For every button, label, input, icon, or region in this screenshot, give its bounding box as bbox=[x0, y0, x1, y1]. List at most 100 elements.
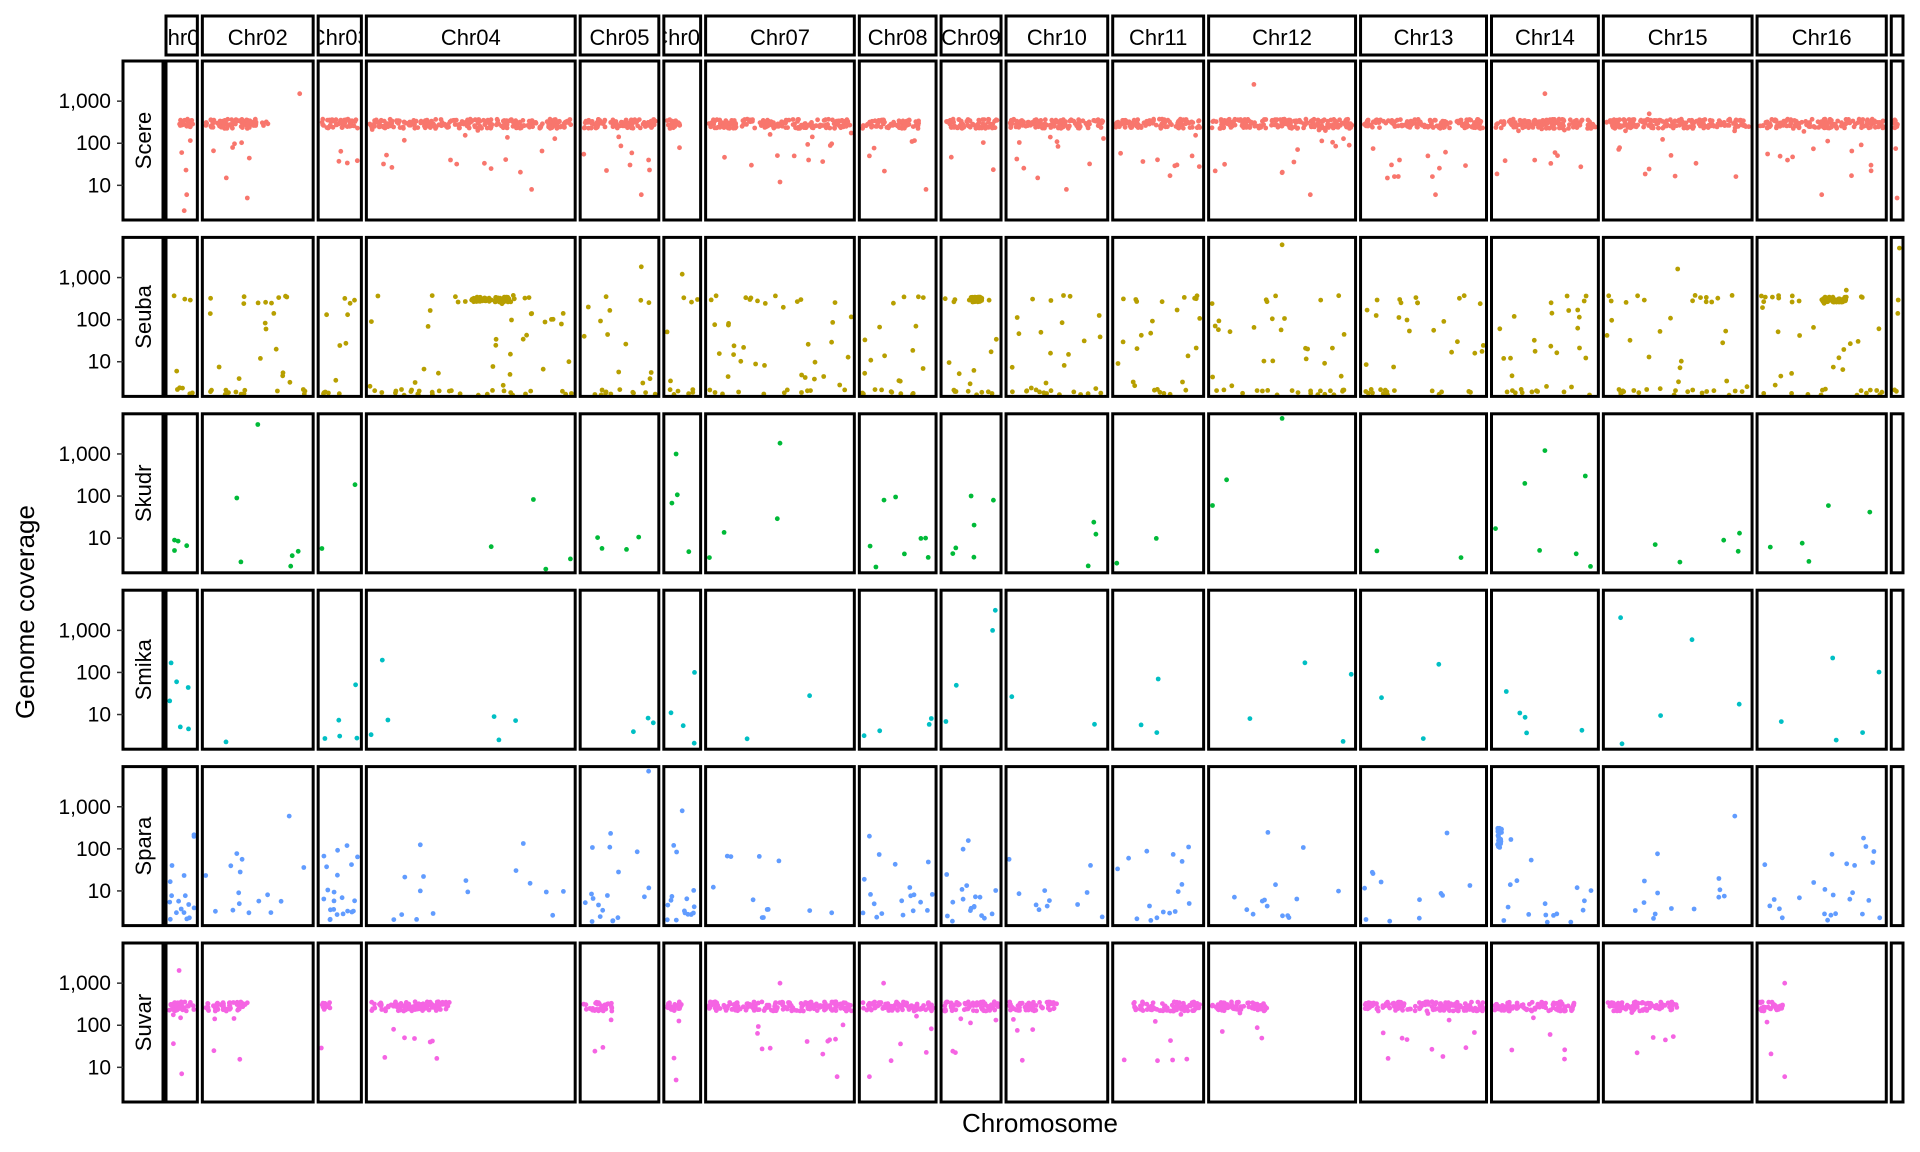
data-point bbox=[1261, 1001, 1266, 1006]
data-point bbox=[1148, 918, 1154, 923]
data-point bbox=[1772, 382, 1778, 388]
data-point bbox=[1084, 890, 1090, 895]
data-point bbox=[891, 300, 896, 306]
data-point bbox=[552, 136, 558, 142]
data-point bbox=[1463, 163, 1468, 169]
data-point bbox=[1221, 1008, 1227, 1014]
data-point bbox=[1522, 119, 1527, 125]
data-point bbox=[1891, 120, 1897, 126]
data-point bbox=[550, 316, 556, 322]
data-point bbox=[1330, 139, 1335, 145]
data-point bbox=[755, 1007, 761, 1013]
data-point bbox=[1150, 1005, 1156, 1011]
data-point bbox=[1440, 122, 1445, 128]
data-point bbox=[1138, 332, 1144, 338]
data-point bbox=[750, 117, 755, 122]
data-point bbox=[1047, 134, 1053, 140]
data-point bbox=[1562, 127, 1567, 133]
data-point bbox=[412, 999, 418, 1005]
data-point bbox=[595, 122, 601, 128]
data-point bbox=[1467, 883, 1473, 888]
data-point bbox=[171, 1041, 176, 1047]
data-point bbox=[784, 387, 790, 393]
panel-frame bbox=[939, 588, 1003, 751]
data-point bbox=[1700, 118, 1706, 123]
data-point bbox=[729, 121, 734, 127]
data-point bbox=[403, 1007, 408, 1012]
data-point bbox=[1897, 245, 1902, 251]
data-point bbox=[1387, 918, 1393, 924]
data-point bbox=[263, 326, 269, 332]
data-point bbox=[190, 1003, 196, 1009]
data-point bbox=[1374, 297, 1380, 303]
data-point bbox=[1499, 1005, 1505, 1011]
data-point bbox=[721, 530, 727, 535]
data-point bbox=[1615, 121, 1621, 126]
data-point bbox=[953, 545, 959, 551]
data-point bbox=[1035, 175, 1041, 181]
data-point bbox=[674, 849, 679, 855]
data-point bbox=[1461, 293, 1467, 299]
panel-frame bbox=[1207, 59, 1358, 222]
data-point bbox=[369, 125, 375, 130]
data-point bbox=[1494, 171, 1500, 177]
data-point bbox=[1619, 741, 1625, 747]
data-point bbox=[1346, 142, 1352, 148]
data-point bbox=[239, 140, 245, 146]
data-point bbox=[1194, 1001, 1200, 1006]
data-point bbox=[1348, 121, 1353, 127]
data-point bbox=[324, 312, 329, 318]
data-point bbox=[1497, 326, 1503, 332]
data-point bbox=[581, 125, 587, 131]
data-point bbox=[1191, 1008, 1197, 1013]
data-point bbox=[1093, 386, 1099, 391]
data-point bbox=[1061, 363, 1067, 368]
data-point bbox=[182, 893, 188, 899]
data-point bbox=[751, 999, 757, 1005]
data-point bbox=[1562, 1047, 1568, 1053]
data-point bbox=[1370, 390, 1375, 396]
data-point bbox=[777, 440, 783, 446]
data-point bbox=[1789, 391, 1794, 396]
data-point bbox=[1437, 165, 1442, 171]
data-point bbox=[1495, 121, 1500, 126]
panel-frame bbox=[1889, 235, 1905, 398]
data-point bbox=[958, 1016, 964, 1022]
data-point bbox=[276, 295, 282, 300]
data-point bbox=[168, 660, 174, 666]
data-point bbox=[1472, 350, 1478, 356]
data-point bbox=[1691, 906, 1697, 912]
data-point bbox=[1210, 1002, 1215, 1008]
data-point bbox=[1868, 119, 1874, 125]
data-point bbox=[1338, 373, 1344, 379]
data-point bbox=[1098, 390, 1104, 396]
panel-frame bbox=[939, 765, 1003, 928]
data-point bbox=[1380, 1030, 1386, 1036]
data-point bbox=[178, 1015, 184, 1021]
data-point bbox=[446, 124, 451, 130]
data-point bbox=[1771, 897, 1777, 902]
data-point bbox=[773, 293, 778, 299]
data-point bbox=[1463, 1045, 1469, 1051]
y-tick-label: 100 bbox=[76, 838, 111, 861]
data-point bbox=[1170, 852, 1176, 857]
data-point bbox=[230, 907, 236, 913]
data-point bbox=[1693, 160, 1699, 166]
data-point bbox=[1252, 123, 1258, 129]
data-point bbox=[867, 153, 872, 159]
data-point bbox=[1767, 544, 1773, 550]
panel-frame bbox=[1601, 588, 1754, 751]
data-point bbox=[474, 294, 480, 300]
data-point bbox=[872, 387, 878, 392]
data-point bbox=[640, 380, 646, 386]
data-point bbox=[1524, 730, 1529, 736]
data-point bbox=[205, 1001, 211, 1007]
data-point bbox=[616, 869, 621, 875]
data-point bbox=[1441, 319, 1447, 324]
data-point bbox=[794, 1008, 800, 1013]
data-point bbox=[203, 873, 209, 878]
data-point bbox=[1291, 159, 1297, 165]
data-point bbox=[1422, 124, 1428, 130]
data-point bbox=[500, 123, 506, 129]
